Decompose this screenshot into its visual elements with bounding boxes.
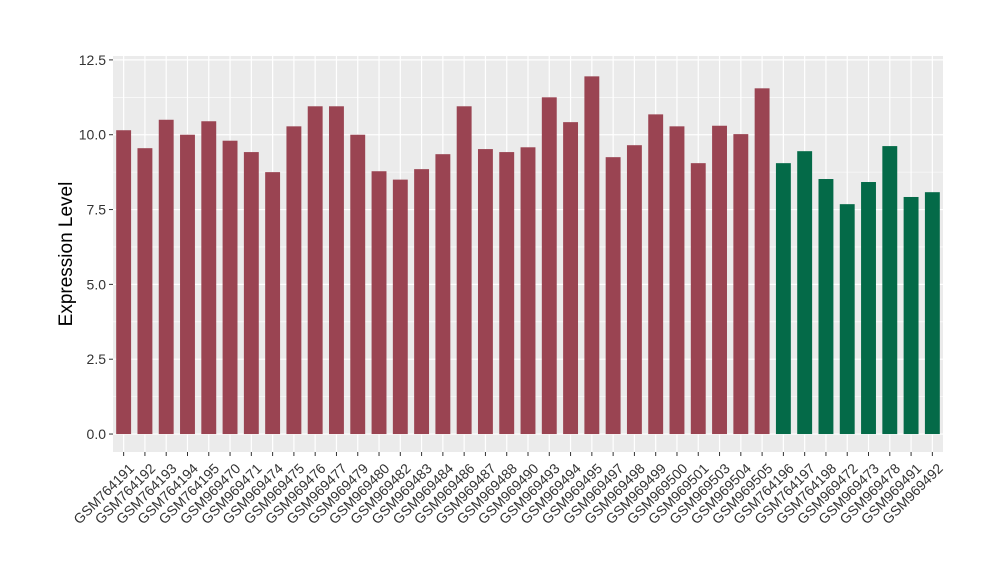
bar — [584, 76, 600, 435]
y-axis-title: Expression Level — [56, 182, 77, 327]
bar — [201, 121, 217, 435]
bar — [861, 182, 876, 435]
bar — [690, 163, 706, 435]
bar — [477, 149, 493, 435]
bar — [435, 154, 451, 435]
bar — [243, 152, 259, 435]
bar — [733, 134, 749, 435]
bar — [839, 204, 855, 435]
bar — [180, 134, 195, 435]
bar — [520, 147, 536, 435]
bar — [158, 119, 174, 435]
bar — [265, 172, 281, 435]
y-tick-label: 10.0 — [79, 127, 106, 143]
bar — [222, 140, 238, 435]
bar — [286, 126, 302, 435]
bar — [818, 179, 834, 435]
bar — [563, 122, 579, 435]
bar — [414, 169, 430, 435]
y-tick-label: 5.0 — [87, 276, 107, 292]
bar — [541, 97, 557, 435]
bar — [605, 157, 621, 435]
bar — [116, 130, 132, 435]
y-tick-label: 7.5 — [87, 202, 107, 218]
bar — [350, 134, 366, 435]
bar — [669, 126, 685, 435]
bar — [775, 163, 791, 435]
bar — [329, 106, 344, 435]
y-tick-label: 12.5 — [79, 52, 106, 68]
bar — [626, 145, 642, 435]
y-tick-label: 0.0 — [87, 426, 107, 442]
bar — [392, 179, 408, 435]
bar — [307, 106, 323, 435]
bar — [924, 192, 940, 435]
bar — [371, 171, 387, 435]
bar — [499, 152, 515, 435]
bar — [882, 146, 898, 435]
bar — [648, 114, 664, 435]
bar — [456, 106, 472, 435]
bars — [116, 76, 940, 435]
y-axis: 0.0 2.5 5.0 7.5 10.0 12.5 — [79, 52, 113, 442]
bar — [797, 151, 813, 435]
bar — [754, 88, 770, 435]
bar — [137, 148, 153, 435]
bar — [712, 125, 727, 435]
x-axis: GSM764191GSM764192GSM764193GSM764194GSM7… — [70, 452, 946, 527]
bar — [903, 196, 919, 435]
y-tick-label: 2.5 — [87, 351, 107, 367]
